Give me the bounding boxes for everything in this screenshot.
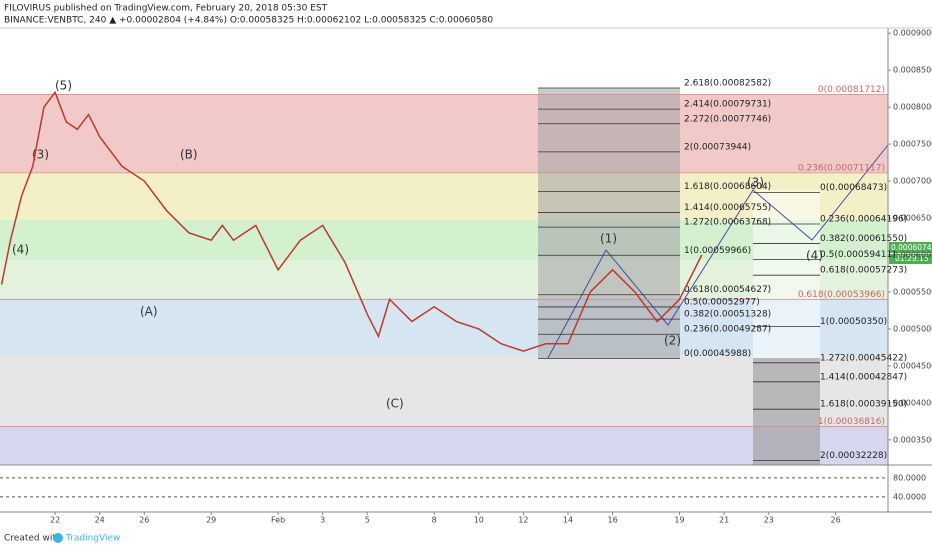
zone-green <box>0 220 888 260</box>
fib-label: 1(0.00050350) <box>820 317 887 327</box>
y-tick-label: 0.00065000 <box>893 214 932 223</box>
zone-yellow <box>0 172 888 220</box>
fib-label: 2.414(0.00079731) <box>684 100 771 110</box>
x-tick-label: 12 <box>518 516 528 525</box>
y-tick-label: 0.00055000 <box>893 287 932 296</box>
fib-label: 1.618(0.00068604) <box>684 182 771 192</box>
x-tick-label: 26 <box>831 516 841 525</box>
y-tick-label: 0.00085000 <box>893 66 932 75</box>
fib-label: 0.236(0.00049287) <box>684 325 771 335</box>
wave-label: (B) <box>180 148 198 162</box>
rsi-tick-label: 80.0000 <box>893 473 926 482</box>
publish-line: FILOVIRUS published on TradingView.com, … <box>4 4 328 14</box>
x-tick-label: 26 <box>139 516 149 525</box>
x-tick-label: 22 <box>50 516 60 525</box>
wave-label: (4) <box>12 243 29 257</box>
fib-label: 2.272(0.00077746) <box>684 114 771 124</box>
y-tick-label: 0.00050000 <box>893 324 932 333</box>
price-tag <box>889 242 932 253</box>
x-tick-label: 3 <box>320 516 325 525</box>
symbol-line: BINANCE:VENBTC, 240 ▲ +0.00002804 (+4.84… <box>4 16 493 26</box>
elliott-path <box>547 144 889 359</box>
x-tick-label: 21 <box>719 516 729 525</box>
fib-label: 0.5(0.00059411) <box>820 250 896 260</box>
fib-label: 2.618(0.00082582) <box>684 79 771 89</box>
fib-label: 0(0.00081712) <box>818 85 885 95</box>
zone-gray <box>0 355 888 427</box>
y-tick-label: 0.00090000 <box>893 29 932 38</box>
fib-label: 1(0.00036816) <box>818 417 885 427</box>
fib-box-left <box>538 88 680 358</box>
zone-lightgreen <box>0 260 888 298</box>
fib-label: 1.618(0.00039150) <box>820 400 907 410</box>
y-tick-label: 0.00080000 <box>893 103 932 112</box>
fib-label: 0.236(0.00071117) <box>798 163 885 173</box>
fib-label: 0.382(0.00061550) <box>820 234 907 244</box>
tv-logo <box>53 533 63 543</box>
countdown-text: 01:29:15 <box>895 254 929 263</box>
x-tick-label: 10 <box>474 516 484 525</box>
wave-label: (5) <box>55 79 72 93</box>
x-tick-label: 14 <box>563 516 573 525</box>
price-tag-text: 0.00060749 <box>891 243 932 252</box>
fib-label: 0.618(0.00057273) <box>820 266 907 276</box>
x-tick-label: 16 <box>607 516 617 525</box>
footer-brand[interactable]: TradingView <box>65 534 120 544</box>
fib-label: 1.272(0.00045422) <box>820 353 907 363</box>
x-tick-label: Feb <box>271 516 285 525</box>
fib-label: 2(0.00073944) <box>684 142 751 152</box>
countdown-tag <box>889 254 932 264</box>
fib-label: 0.618(0.00054627) <box>684 285 771 295</box>
wave-label: (3) <box>747 176 764 190</box>
wave-label: (1) <box>600 232 617 246</box>
fib-label: 0.618(0.00053966) <box>798 290 885 300</box>
fib-label: 1.272(0.00063768) <box>684 218 771 228</box>
fib-label: 0.382(0.00051328) <box>684 310 771 320</box>
price-line <box>0 90 703 352</box>
fib-label: 2(0.00032228) <box>820 451 887 461</box>
fib-label: 0.236(0.00064196) <box>820 214 907 224</box>
y-tick-label: 0.00045000 <box>893 361 932 370</box>
wave-label: (A) <box>140 305 158 319</box>
y-tick-label: 0.00060000 <box>893 251 932 260</box>
fib-label: 0.5(0.00052977) <box>684 297 760 307</box>
fib-label: 1(0.00059966) <box>684 246 751 256</box>
fib-label: 0(0.00068473) <box>820 183 887 193</box>
wave-label: (2) <box>664 334 681 348</box>
rsi-tick-label: 40.0000 <box>893 492 926 501</box>
fib-label: 0(0.00045988) <box>684 349 751 359</box>
x-tick-label: 24 <box>95 516 105 525</box>
y-tick-label: 0.00035000 <box>893 435 932 444</box>
footer-created: Created with <box>4 534 62 544</box>
fib-label: 1.414(0.00042847) <box>820 372 907 382</box>
fib-box-right-low <box>753 358 820 465</box>
y-tick-label: 0.00070000 <box>893 177 932 186</box>
y-tick-label: 0.00040000 <box>893 398 932 407</box>
zone-red <box>0 95 888 172</box>
x-tick-label: 5 <box>365 516 370 525</box>
zone-purple <box>0 427 888 465</box>
x-tick-label: 19 <box>674 516 684 525</box>
x-tick-label: 23 <box>764 516 774 525</box>
fib-label: 1.414(0.00065755) <box>684 203 771 213</box>
y-tick-label: 0.00075000 <box>893 140 932 149</box>
x-tick-label: 29 <box>206 516 216 525</box>
wave-label: (C) <box>386 397 404 411</box>
x-tick-label: 8 <box>432 516 437 525</box>
zone-blue <box>0 298 888 355</box>
